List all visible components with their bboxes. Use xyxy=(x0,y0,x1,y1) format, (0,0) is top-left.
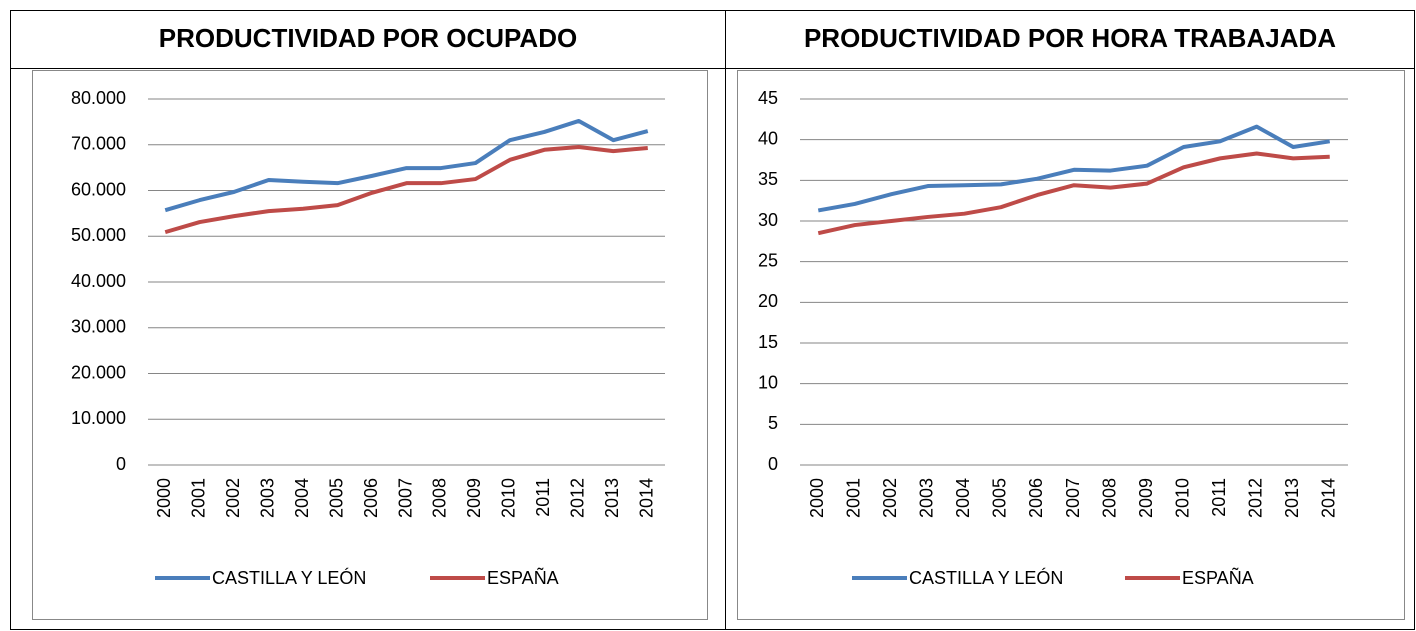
x-tick-label: 2014 xyxy=(637,478,657,518)
y-tick-label: 10.000 xyxy=(71,408,126,428)
x-tick-label: 2004 xyxy=(953,478,973,518)
x-tick-label: 2000 xyxy=(154,478,174,518)
x-tick-label: 2007 xyxy=(1063,478,1083,518)
y-tick-label: 40 xyxy=(758,128,778,148)
x-tick-label: 2009 xyxy=(1136,478,1156,518)
y-tick-label: 20 xyxy=(758,291,778,311)
x-tick-label: 2012 xyxy=(1245,478,1265,518)
x-tick-label: 2007 xyxy=(395,478,415,518)
legend-label: ESPAÑA xyxy=(1182,567,1254,588)
x-tick-label: 2002 xyxy=(223,478,243,518)
y-tick-label: 25 xyxy=(758,250,778,270)
x-tick-label: 2010 xyxy=(1172,478,1192,518)
x-tick-label: 2009 xyxy=(464,478,484,518)
x-tick-label: 2005 xyxy=(990,478,1010,518)
series-line xyxy=(164,145,648,235)
y-tick-label: 70.000 xyxy=(71,134,126,154)
x-tick-label: 2005 xyxy=(326,478,346,518)
y-tick-label: 40.000 xyxy=(71,271,126,291)
legend-label: CASTILLA Y LEÓN xyxy=(212,567,366,588)
x-tick-label: 2004 xyxy=(292,478,312,518)
x-tick-label: 2008 xyxy=(430,478,450,518)
legend-label: CASTILLA Y LEÓN xyxy=(909,567,1063,588)
x-tick-label: 2008 xyxy=(1099,478,1119,518)
y-tick-label: 5 xyxy=(768,413,778,433)
x-tick-label: 2003 xyxy=(257,478,277,518)
y-tick-label: 0 xyxy=(116,454,126,474)
x-tick-label: 2011 xyxy=(533,478,553,517)
y-tick-label: 20.000 xyxy=(71,362,126,382)
y-tick-label: 35 xyxy=(758,169,778,189)
x-tick-label: 2012 xyxy=(568,478,588,518)
series-line xyxy=(817,124,1331,213)
x-tick-label: 2013 xyxy=(1282,478,1302,518)
x-tick-label: 2013 xyxy=(602,478,622,518)
y-tick-label: 30 xyxy=(758,210,778,230)
y-tick-label: 50.000 xyxy=(71,225,126,245)
y-tick-label: 60.000 xyxy=(71,179,126,199)
table-border xyxy=(10,10,1415,630)
x-tick-label: 2001 xyxy=(188,478,208,518)
y-tick-label: 10 xyxy=(758,372,778,392)
chart-frame xyxy=(737,70,1405,620)
y-tick-label: 45 xyxy=(758,88,778,108)
chart-frame xyxy=(32,70,708,620)
chart-title: PRODUCTIVIDAD POR OCUPADO xyxy=(159,23,577,53)
x-tick-label: 2011 xyxy=(1209,478,1229,517)
x-tick-label: 2000 xyxy=(807,478,827,518)
x-tick-label: 2003 xyxy=(917,478,937,518)
chart-title: PRODUCTIVIDAD POR HORA TRABAJADA xyxy=(804,23,1336,53)
y-tick-label: 0 xyxy=(768,454,778,474)
series-line xyxy=(164,118,649,213)
y-tick-label: 80.000 xyxy=(71,88,126,108)
x-tick-label: 2014 xyxy=(1318,478,1338,518)
x-tick-label: 2010 xyxy=(499,478,519,518)
x-tick-label: 2006 xyxy=(1026,478,1046,518)
x-tick-label: 2006 xyxy=(361,478,381,518)
x-tick-label: 2002 xyxy=(880,478,900,518)
y-tick-label: 15 xyxy=(758,332,778,352)
series-line xyxy=(817,151,1330,236)
legend-label: ESPAÑA xyxy=(487,567,559,588)
y-tick-label: 30.000 xyxy=(71,317,126,337)
x-tick-label: 2001 xyxy=(844,478,864,518)
